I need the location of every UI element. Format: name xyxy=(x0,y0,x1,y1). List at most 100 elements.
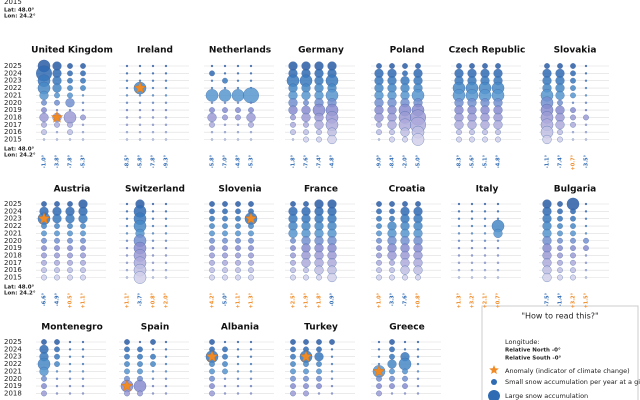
lon-label: +1.3° xyxy=(249,292,255,308)
bubble xyxy=(164,101,168,104)
bubble xyxy=(80,63,86,69)
bubble xyxy=(557,63,563,69)
year-label: 2022 xyxy=(4,360,22,368)
bubble xyxy=(316,375,322,382)
bubble xyxy=(41,274,47,281)
lon-label: +3.2° xyxy=(571,292,577,308)
bubble xyxy=(80,245,86,251)
bubble xyxy=(290,390,296,397)
bubble xyxy=(583,237,589,244)
anomaly-star xyxy=(133,81,147,94)
lon-label: +0.5° xyxy=(68,292,74,308)
lon-label: +1.5° xyxy=(584,292,590,308)
bubble xyxy=(248,230,254,237)
bubble xyxy=(125,246,129,250)
bubble xyxy=(570,223,576,229)
bubble xyxy=(457,246,461,250)
bubble xyxy=(39,90,49,100)
bubble xyxy=(584,130,588,134)
bubble xyxy=(376,129,382,135)
bubble xyxy=(55,130,59,134)
bubble xyxy=(210,138,214,141)
bubble xyxy=(470,217,474,220)
bubble xyxy=(248,267,254,273)
bubble xyxy=(290,252,296,259)
bubble xyxy=(41,201,47,207)
bubble xyxy=(68,138,72,141)
bubble xyxy=(151,130,155,134)
bubble xyxy=(236,340,240,344)
bubble xyxy=(457,276,461,279)
panel-title: Ireland xyxy=(137,46,173,56)
bubble xyxy=(236,362,240,366)
bubble xyxy=(495,129,501,135)
bubble xyxy=(210,130,214,134)
bubble xyxy=(223,392,227,395)
bubble xyxy=(416,340,420,344)
bubble xyxy=(55,392,59,395)
panel-title: Spain xyxy=(141,323,170,333)
bubble xyxy=(138,79,142,82)
bubble xyxy=(55,384,59,388)
bubble xyxy=(249,340,253,344)
bubble xyxy=(164,224,168,228)
bubble xyxy=(80,77,86,84)
year-label: 2023 xyxy=(4,353,22,361)
bubble xyxy=(376,223,382,229)
lon-label: -5.8° xyxy=(138,154,144,168)
bubble xyxy=(496,239,500,242)
year-label: 2020 xyxy=(4,99,22,107)
bubble xyxy=(303,136,309,143)
lon-label: Lon: 24.2° xyxy=(4,152,36,158)
year-label: 2015 xyxy=(4,274,22,282)
year-label: 2021 xyxy=(4,91,22,99)
bubble xyxy=(52,83,62,93)
lon-label: +1.9° xyxy=(304,292,310,308)
bubble xyxy=(65,214,75,224)
bubble xyxy=(402,63,408,69)
year-label: 2019 xyxy=(4,382,22,390)
bubble xyxy=(222,274,228,281)
lat-label: Lat: 48.0° xyxy=(4,8,35,14)
bubble xyxy=(164,261,168,264)
bubble xyxy=(151,202,155,206)
bubble xyxy=(495,136,501,143)
lon-label: +1.0° xyxy=(377,292,383,308)
bubble xyxy=(80,252,86,259)
bubble xyxy=(138,94,142,97)
bubble xyxy=(68,355,72,358)
lon-label: -1.8° xyxy=(291,154,297,168)
year-label: 2023 xyxy=(4,77,22,85)
bubble xyxy=(303,339,309,345)
bubble xyxy=(81,384,85,388)
bubble xyxy=(303,361,309,367)
bubble xyxy=(376,252,382,259)
bubble xyxy=(80,114,86,121)
bubble xyxy=(416,362,420,366)
bubble xyxy=(483,246,487,250)
anomaly-star xyxy=(244,212,258,224)
panel-title: Germany xyxy=(298,46,344,56)
bubble xyxy=(164,362,168,366)
bubble xyxy=(249,377,253,380)
bubble xyxy=(235,252,241,259)
bubble xyxy=(236,392,240,395)
bubble xyxy=(248,201,254,207)
bubble xyxy=(402,368,408,375)
bubble xyxy=(290,353,296,360)
bubble xyxy=(316,339,322,345)
legend-title: "How to read this?" xyxy=(521,312,598,321)
bubble xyxy=(231,89,245,102)
year-label: 2016 xyxy=(4,266,22,274)
bubble xyxy=(222,346,228,353)
lon-label: -3.8° xyxy=(55,154,61,168)
bubble xyxy=(376,259,382,266)
bubble xyxy=(41,339,47,345)
lon-label: -8.5° xyxy=(125,154,131,168)
bubble xyxy=(469,136,475,143)
bubble xyxy=(151,64,155,68)
bubble xyxy=(400,127,410,137)
bubble xyxy=(389,368,395,375)
bubble xyxy=(288,105,298,115)
bubble xyxy=(557,223,563,229)
